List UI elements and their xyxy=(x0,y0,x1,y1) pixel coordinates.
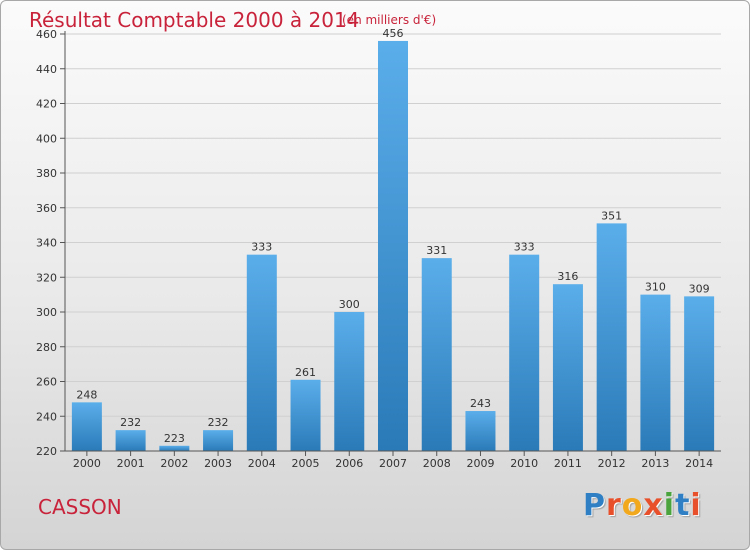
bar-value-label: 232 xyxy=(208,416,229,429)
y-tick-label: 340 xyxy=(36,237,57,250)
proxiti-logo: Proxiti xyxy=(583,488,702,523)
bar-value-label: 223 xyxy=(164,432,185,445)
bar-value-label: 310 xyxy=(645,281,666,294)
logo-letter: x xyxy=(643,488,664,523)
logo-letter: r xyxy=(606,488,622,523)
x-tick-label: 2000 xyxy=(73,457,101,470)
x-tick-label: 2004 xyxy=(248,457,276,470)
x-tick-label: 2003 xyxy=(204,457,232,470)
y-tick-label: 400 xyxy=(36,132,57,145)
bar-value-label: 333 xyxy=(251,241,272,254)
bar-2014 xyxy=(684,296,715,451)
y-axis: 220 240 260 280 300 320 340 360 380 400 420 440 460 xyxy=(36,28,66,458)
y-tick-label: 360 xyxy=(36,202,57,215)
bar-2007 xyxy=(378,40,408,451)
x-tick-label: 2014 xyxy=(685,457,713,470)
bar-2005 xyxy=(290,379,321,451)
bar-value-label: 261 xyxy=(295,366,316,379)
x-tick-label: 2008 xyxy=(423,457,451,470)
bar-2000 xyxy=(71,402,102,451)
x-tick-label: 2001 xyxy=(117,457,145,470)
logo-letter: t xyxy=(675,488,691,523)
logo-letter: o xyxy=(621,488,644,523)
y-tick-label: 320 xyxy=(36,271,57,284)
commune-name: CASSON xyxy=(38,495,122,519)
x-tick-label: 2006 xyxy=(335,457,363,470)
bar-value-label: 316 xyxy=(557,270,578,283)
y-tick-label: 240 xyxy=(36,410,57,423)
y-tick-label: 440 xyxy=(36,63,57,76)
bar-value-label: 333 xyxy=(514,241,535,254)
x-tick-label: 2005 xyxy=(292,457,320,470)
bar-2010 xyxy=(509,254,540,451)
bar-value-label: 456 xyxy=(383,27,404,40)
x-tick-label: 2010 xyxy=(510,457,538,470)
x-tick-label: 2012 xyxy=(598,457,626,470)
x-tick-label: 2002 xyxy=(160,457,188,470)
y-tick-label: 300 xyxy=(36,306,57,319)
bar-value-label: 243 xyxy=(470,397,491,410)
bar-value-label: 331 xyxy=(426,244,447,257)
bar-value-label: 248 xyxy=(76,388,97,401)
bar-2006 xyxy=(334,312,365,451)
bar-series: 248 232 223 232 333 261 300 456 331 243 333 316 351 3… xyxy=(71,27,715,451)
bar-value-label: 300 xyxy=(339,298,360,311)
chart-subtitle: (en milliers d'€) xyxy=(342,13,437,27)
y-tick-label: 460 xyxy=(36,28,57,41)
x-tick-label: 2011 xyxy=(554,457,582,470)
logo-letter: i xyxy=(690,488,702,523)
x-tick-label: 2009 xyxy=(466,457,494,470)
bar-2003 xyxy=(203,430,234,451)
y-tick-label: 420 xyxy=(36,98,57,111)
logo-letter: P xyxy=(583,488,606,523)
bar-value-label: 351 xyxy=(601,209,622,222)
bar-2001 xyxy=(115,430,146,451)
y-tick-label: 220 xyxy=(36,445,57,458)
bar-2002 xyxy=(159,445,190,451)
y-tick-label: 260 xyxy=(36,376,57,389)
bar-2013 xyxy=(640,294,671,451)
x-tick-label: 2013 xyxy=(641,457,669,470)
bar-value-label: 232 xyxy=(120,416,141,429)
bar-2009 xyxy=(465,411,496,451)
x-tick-label: 2007 xyxy=(379,457,407,470)
bar-value-label: 309 xyxy=(689,282,710,295)
bar-2008 xyxy=(421,258,452,451)
chart-title: Résultat Comptable 2000 à 2014 xyxy=(29,8,360,32)
bar-2012 xyxy=(596,223,627,451)
logo-letter: i xyxy=(663,488,676,523)
bar-2004 xyxy=(246,254,277,451)
y-tick-label: 280 xyxy=(36,341,57,354)
x-axis: 2000 2001 2002 2003 2004 2005 2006 2007 2008 2009… xyxy=(65,450,721,470)
bar-2011 xyxy=(552,284,583,451)
y-tick-label: 380 xyxy=(36,167,57,180)
